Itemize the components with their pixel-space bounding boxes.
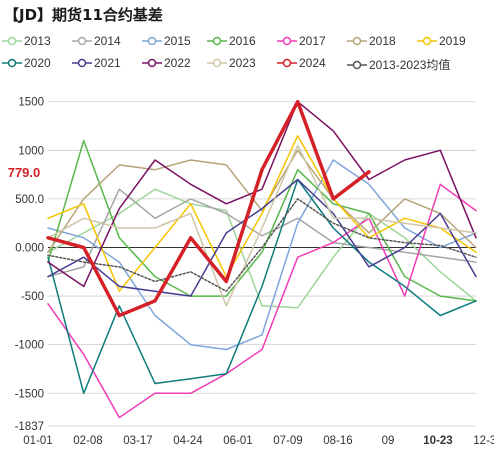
legend-item[interactable]: 2023 bbox=[207, 56, 256, 70]
legend-item[interactable]: 2015 bbox=[142, 34, 191, 48]
current-value-marker: 779.0 bbox=[2, 162, 46, 181]
legend-item[interactable]: 2020 bbox=[2, 56, 51, 70]
series-line-2022 bbox=[47, 100, 477, 288]
legend-swatch bbox=[347, 36, 367, 46]
series-line-2014 bbox=[47, 188, 477, 278]
legend-swatch bbox=[142, 58, 162, 68]
legend-item[interactable]: 2017 bbox=[277, 34, 326, 48]
legend-swatch bbox=[2, 58, 22, 68]
series-line-2019 bbox=[47, 134, 477, 292]
legend-label: 2016 bbox=[229, 34, 256, 48]
legend-swatch bbox=[142, 36, 162, 46]
legend-label: 2020 bbox=[24, 56, 51, 70]
x-tick-label: 07-09 bbox=[273, 435, 302, 447]
legend-item[interactable]: 2013 bbox=[2, 34, 51, 48]
chart-title: 【JD】期货11合约基差 bbox=[4, 6, 163, 24]
current-value-label: 779.0 bbox=[8, 165, 41, 180]
legend-item[interactable]: 2024 bbox=[277, 56, 326, 70]
y-tick-label: 1500 bbox=[18, 97, 44, 109]
x-tick-label: 01-01 bbox=[23, 435, 52, 447]
legend-label: 2024 bbox=[299, 56, 326, 70]
legend-swatch bbox=[2, 36, 22, 46]
series-line-2021 bbox=[47, 178, 477, 297]
x-tick-label: 09 bbox=[382, 435, 395, 447]
legend-item[interactable]: 2021 bbox=[72, 56, 121, 70]
y-tick-label: -1837 bbox=[15, 421, 44, 433]
legend-item[interactable]: 2019 bbox=[417, 34, 466, 48]
grid-lines bbox=[48, 101, 476, 427]
legend-item[interactable]: 2014 bbox=[72, 34, 121, 48]
y-tick-label: 0.000 bbox=[15, 242, 44, 254]
legend-label: 2021 bbox=[94, 56, 121, 70]
x-tick-label: 04-24 bbox=[173, 435, 203, 447]
legend-swatch bbox=[207, 36, 227, 46]
legend-label: 2013 bbox=[24, 34, 51, 48]
series-lines bbox=[46, 99, 477, 419]
legend-label: 2023 bbox=[229, 56, 256, 70]
current-value-box bbox=[2, 162, 46, 181]
y-tick-label: -500 bbox=[21, 291, 44, 303]
x-tick-label: 02-08 bbox=[73, 435, 102, 447]
series-line-2024 bbox=[46, 99, 371, 318]
legend-swatch bbox=[277, 36, 297, 46]
series-line-2015 bbox=[47, 159, 477, 351]
legend-swatch bbox=[417, 36, 437, 46]
series-line-2017 bbox=[47, 183, 477, 419]
legend-swatch bbox=[347, 60, 367, 69]
legend-label: 2019 bbox=[439, 34, 466, 48]
legend-item[interactable]: 2022 bbox=[142, 56, 191, 70]
x-tick-label: 10-23 bbox=[423, 435, 452, 447]
legend-item[interactable]: 2013-2023均值 bbox=[347, 56, 450, 73]
series-line-2018 bbox=[47, 149, 477, 254]
series-line-2016 bbox=[47, 139, 477, 302]
legend-label: 2014 bbox=[94, 34, 121, 48]
y-tick-label: 500.0 bbox=[15, 194, 44, 206]
legend-swatch bbox=[72, 36, 92, 46]
legend-label: 2013-2023均值 bbox=[369, 58, 451, 72]
series-line-2013 bbox=[47, 188, 477, 309]
y-tick-label: -1500 bbox=[15, 388, 44, 400]
axes: 1500 1000 500.0 0.000 -500 -1000 -1500 -1837 01-… bbox=[2, 97, 494, 447]
series-line-2023 bbox=[47, 144, 477, 307]
x-tick-label: 12-31 bbox=[473, 435, 494, 447]
series-line-2020 bbox=[47, 178, 477, 395]
x-tick-label: 08-16 bbox=[323, 435, 352, 447]
series-line-2013-2023均值 bbox=[47, 198, 477, 292]
x-tick-label: 03-17 bbox=[123, 435, 152, 447]
legend-swatch bbox=[277, 58, 297, 68]
legend-swatch bbox=[72, 58, 92, 68]
legend-swatch bbox=[207, 58, 227, 68]
legend-label: 2015 bbox=[164, 34, 191, 48]
y-tick-label: -1000 bbox=[15, 340, 44, 352]
legend-label: 2022 bbox=[164, 56, 191, 70]
legend-label: 2017 bbox=[299, 34, 326, 48]
legend-item[interactable]: 2016 bbox=[207, 34, 256, 48]
legend-label: 2018 bbox=[369, 34, 396, 48]
legend-item[interactable]: 2018 bbox=[347, 34, 396, 48]
x-tick-label: 06-01 bbox=[223, 435, 252, 447]
y-tick-label: 1000 bbox=[18, 145, 44, 157]
